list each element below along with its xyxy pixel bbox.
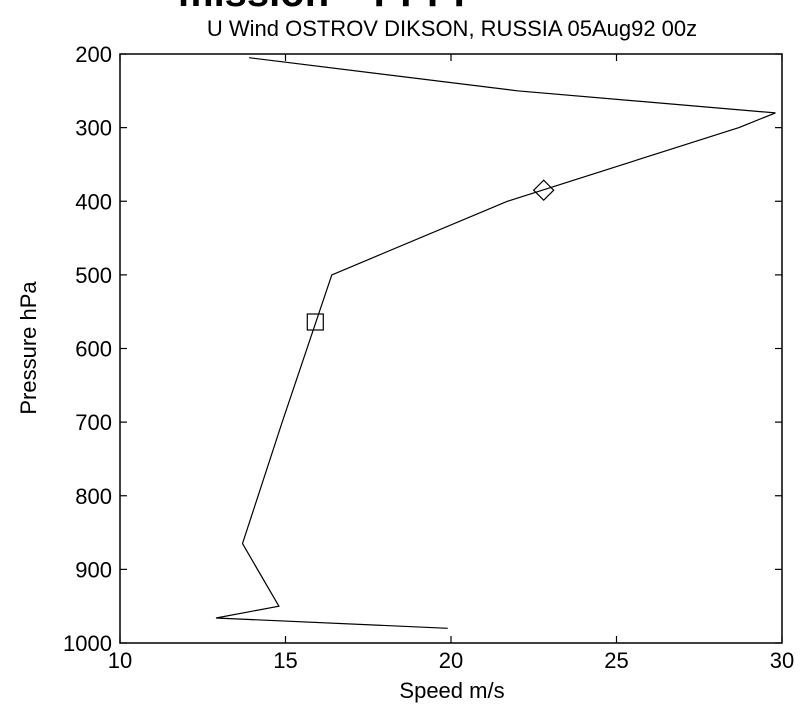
y-tick-label: 500 [75,263,112,288]
x-tick-label: 30 [770,648,794,673]
plot-frame [119,53,783,644]
diamond-marker [532,179,555,202]
x-tick-label: 20 [439,648,463,673]
wind-profile-line [215,57,776,629]
markers [306,179,555,331]
x-tick-label: 10 [108,648,132,673]
y-tick-label: 700 [75,410,112,435]
x-axis: 10 15 20 25 30 [108,54,794,673]
x-tick-label: 15 [273,648,297,673]
y-tick-label: 300 [75,116,112,141]
y-tick-label: 400 [75,189,112,214]
y-tick-label: 600 [75,337,112,362]
square-marker [306,313,324,331]
x-axis-label: Speed m/s [399,678,504,703]
y-axis-label: Pressure hPa [16,281,41,415]
chart-title: U Wind OSTROV DIKSON, RUSSIA 05Aug92 00z [207,16,697,41]
y-axis: 200 300 400 500 600 700 800 900 1000 [63,42,782,656]
y-tick-label: 800 [75,484,112,509]
x-tick-label: 25 [604,648,628,673]
y-tick-label: 200 [75,42,112,67]
cut-header-text: mission – PPPP [178,0,480,15]
y-tick-label: 1000 [63,631,112,656]
y-tick-label: 900 [75,557,112,582]
